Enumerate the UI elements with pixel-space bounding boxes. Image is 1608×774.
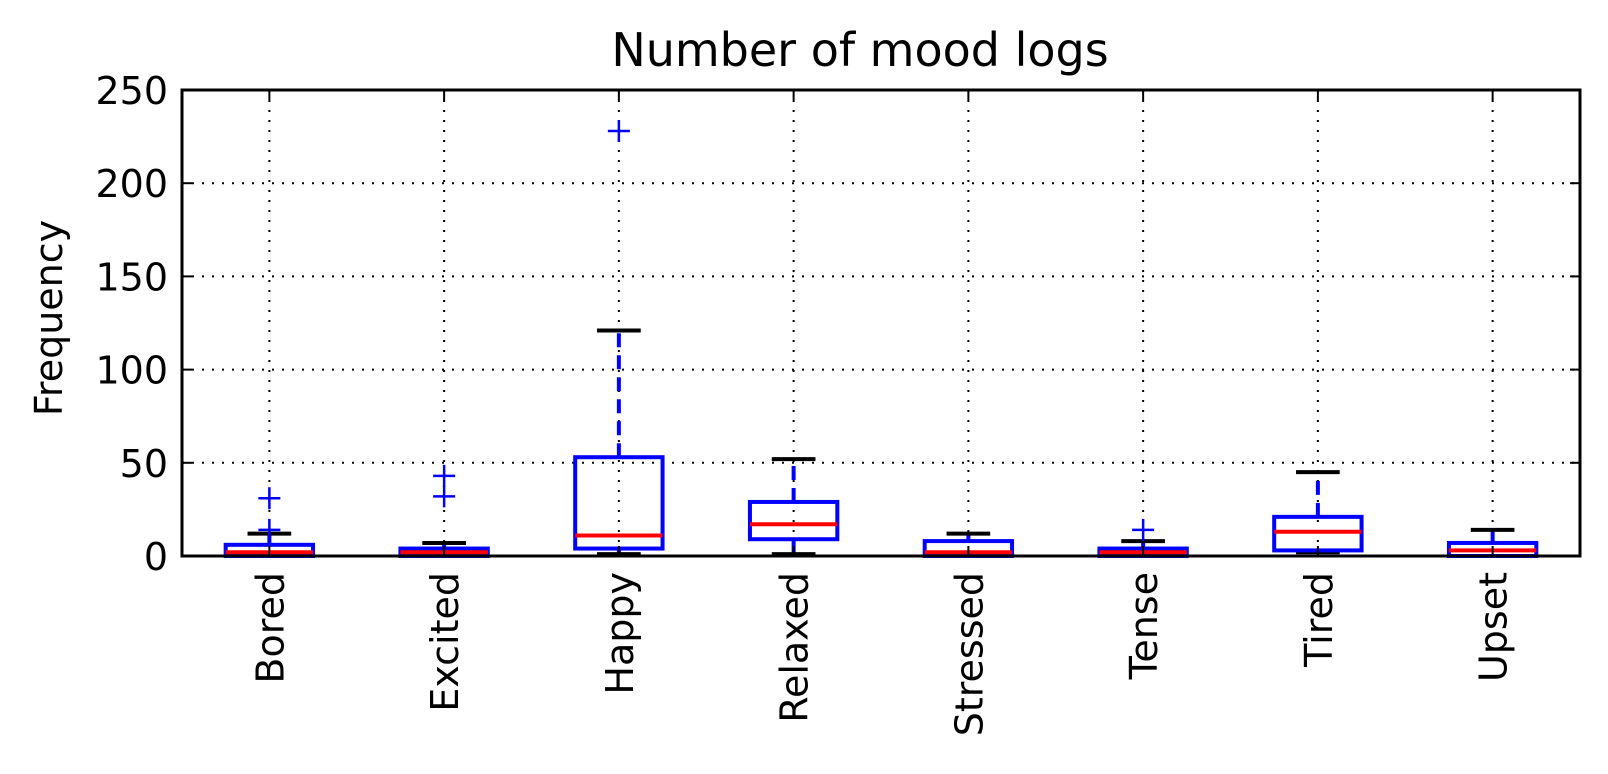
grid-lines xyxy=(182,90,1580,556)
x-axis-ticks: Bored Excited Happy Relaxed Stressed Tense Tir… xyxy=(248,90,1516,736)
chart-title: Number of mood logs xyxy=(611,23,1108,77)
y-tick-label: 50 xyxy=(120,442,168,486)
y-tick-label: 100 xyxy=(95,349,168,393)
x-tick-label-stressed: Stressed xyxy=(947,572,991,736)
box-body xyxy=(747,499,840,542)
x-tick-label-tense: Tense xyxy=(1122,572,1166,680)
outlier-marker xyxy=(607,120,630,143)
plot-frame xyxy=(180,88,1582,558)
y-axis-ticks: 0 50 100 150 200 250 xyxy=(95,69,1580,579)
x-tick-label-tired: Tired xyxy=(1297,572,1341,668)
outlier-marker xyxy=(433,485,456,508)
outlier-marker xyxy=(1132,518,1155,541)
plot-area xyxy=(223,120,1539,559)
y-tick-label: 250 xyxy=(95,69,168,113)
y-tick-label: 0 xyxy=(144,535,168,579)
x-tick-label-relaxed: Relaxed xyxy=(773,572,817,723)
outlier-marker xyxy=(258,518,281,541)
x-tick-label-upset: Upset xyxy=(1472,572,1516,682)
y-axis-label: Frequency xyxy=(27,220,71,416)
x-tick-label-bored: Bored xyxy=(248,572,292,684)
y-tick-label: 150 xyxy=(95,255,168,299)
box-relaxed xyxy=(747,457,840,557)
outlier-marker xyxy=(258,487,281,510)
x-tick-label-happy: Happy xyxy=(598,572,642,695)
box-happy xyxy=(573,120,665,557)
outlier-marker xyxy=(433,464,456,487)
y-tick-label: 200 xyxy=(95,162,168,206)
box-bored xyxy=(223,487,316,558)
x-tick-label-excited: Excited xyxy=(423,572,467,712)
